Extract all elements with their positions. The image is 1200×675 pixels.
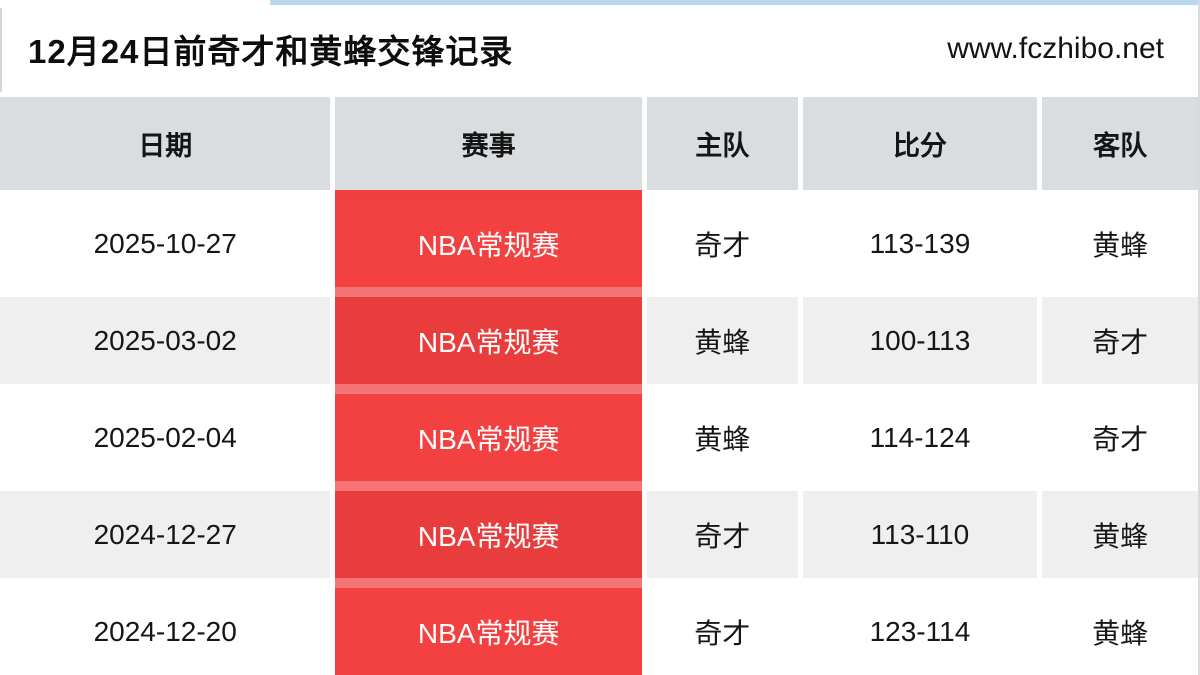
table-row: 2025-02-04 NBA常规赛 黄蜂 114-124 奇才	[0, 394, 1198, 481]
col-header-event: 赛事	[335, 97, 647, 190]
cell-away: 奇才	[1042, 297, 1198, 384]
cell-home: 奇才	[646, 200, 803, 287]
table-row: 2024-12-20 NBA常规赛 奇才 123-114 黄蜂	[0, 588, 1198, 675]
cell-event: NBA常规赛	[335, 588, 647, 675]
site-url: www.fczhibo.net	[947, 31, 1164, 65]
matches-table: 日期 赛事 主队 比分 客队 2025-10-27 NBA常规赛 奇才 113-…	[0, 97, 1198, 675]
titlebar: 12月24日前奇才和黄蜂交锋记录 www.fczhibo.net	[0, 0, 1198, 97]
cell-away: 黄蜂	[1042, 588, 1198, 675]
left-edge-line	[0, 8, 2, 92]
cell-score: 100-113	[802, 297, 1043, 384]
cell-score: 123-114	[802, 588, 1043, 675]
col-header-score: 比分	[802, 97, 1043, 190]
table-header-row: 日期 赛事 主队 比分 客队	[0, 97, 1198, 190]
cell-event: NBA常规赛	[335, 200, 647, 287]
cell-away: 奇才	[1042, 394, 1198, 481]
cell-event: NBA常规赛	[335, 394, 647, 481]
page-title: 12月24日前奇才和黄蜂交锋记录	[28, 32, 514, 70]
top-edge-strip	[270, 0, 1198, 5]
cell-event: NBA常规赛	[335, 491, 647, 578]
cell-event: NBA常规赛	[335, 297, 647, 384]
cell-date: 2025-03-02	[0, 297, 336, 384]
col-header-date: 日期	[0, 97, 336, 190]
table-row: 2024-12-27 NBA常规赛 奇才 113-110 黄蜂	[0, 491, 1198, 578]
table-row: 2025-10-27 NBA常规赛 奇才 113-139 黄蜂	[0, 200, 1198, 287]
cell-score: 113-110	[802, 491, 1043, 578]
cell-score: 113-139	[802, 200, 1043, 287]
cell-away: 黄蜂	[1042, 491, 1198, 578]
cell-date: 2025-10-27	[0, 200, 336, 287]
table-row: 2025-03-02 NBA常规赛 黄蜂 100-113 奇才	[0, 297, 1198, 384]
cell-date: 2024-12-20	[0, 588, 336, 675]
cell-home: 黄蜂	[646, 394, 803, 481]
cell-home: 奇才	[646, 588, 803, 675]
cell-home: 奇才	[646, 491, 803, 578]
col-header-home: 主队	[646, 97, 803, 190]
cell-score: 114-124	[802, 394, 1043, 481]
cell-home: 黄蜂	[646, 297, 803, 384]
cell-date: 2025-02-04	[0, 394, 336, 481]
col-header-away: 客队	[1042, 97, 1198, 190]
cell-date: 2024-12-27	[0, 491, 336, 578]
cell-away: 黄蜂	[1042, 200, 1198, 287]
